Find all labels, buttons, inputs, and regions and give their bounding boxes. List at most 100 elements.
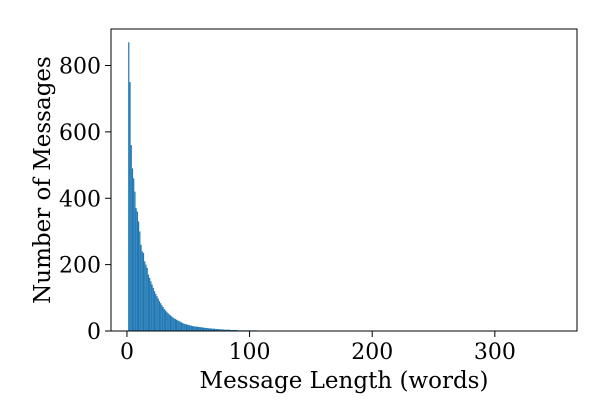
histogram-bar	[212, 328, 215, 331]
histogram-bar	[223, 329, 226, 331]
histogram-bar	[202, 327, 205, 331]
histogram-bar	[144, 261, 146, 331]
histogram-bar	[182, 323, 184, 331]
histogram-bar	[190, 325, 192, 331]
histogram-bar	[145, 264, 147, 331]
histogram-bar	[140, 244, 142, 331]
histogram-bar	[160, 303, 162, 331]
x-tick-label: 0	[120, 340, 134, 365]
histogram-bar	[147, 274, 150, 331]
histogram-bar	[211, 328, 213, 331]
y-tick-label: 800	[59, 55, 101, 80]
histogram-bar	[217, 329, 219, 331]
histogram-bar	[141, 251, 143, 331]
y-axis-label: Number of Messages	[30, 56, 56, 304]
histogram-bar	[162, 307, 164, 331]
histogram-bar	[218, 329, 221, 331]
histogram-bar	[184, 324, 186, 331]
histogram-bar	[177, 320, 179, 331]
histogram-bar	[205, 328, 207, 331]
y-axis-ticks: 0 200 400 600 800	[59, 55, 111, 345]
histogram-bar	[189, 325, 191, 331]
histogram-bar	[139, 231, 141, 331]
histogram-bar	[156, 296, 158, 331]
histogram-bar	[146, 267, 148, 331]
histogram-bar	[215, 329, 217, 331]
histogram-bar	[207, 328, 210, 331]
plot-frame	[110, 28, 578, 332]
histogram-bar	[166, 311, 168, 331]
histogram-bar	[153, 291, 156, 331]
histogram-bar	[142, 253, 145, 331]
histogram-bar	[194, 326, 196, 331]
histogram-bar	[164, 310, 167, 331]
histogram-bar	[175, 319, 178, 331]
histogram-bar	[169, 315, 172, 331]
histogram-bar	[171, 316, 173, 331]
histogram-bar	[206, 328, 208, 331]
histogram-bar	[150, 281, 152, 331]
y-tick-label: 600	[59, 121, 101, 146]
histogram-bar	[158, 301, 161, 331]
histogram-bars	[128, 42, 276, 332]
x-axis-label: Message Length (words)	[200, 368, 489, 394]
x-tick-label: 100	[229, 340, 271, 365]
histogram-bar	[135, 208, 137, 331]
histogram-bar	[228, 329, 230, 331]
x-tick-label: 200	[351, 340, 393, 365]
histogram-bar	[195, 326, 197, 331]
histogram-bar	[134, 191, 136, 331]
y-tick-label: 200	[59, 254, 101, 279]
y-tick-label: 0	[87, 320, 101, 345]
histogram-bar	[191, 326, 194, 331]
histogram-bar	[204, 327, 206, 331]
histogram-bar	[210, 328, 212, 331]
histogram-bar	[216, 329, 218, 331]
histogram-bar	[131, 168, 134, 331]
histogram-bar	[130, 145, 132, 331]
histogram-bar	[157, 298, 159, 331]
histogram-bar	[161, 305, 163, 331]
histogram-bar	[151, 284, 153, 331]
histogram-bar	[226, 329, 228, 331]
histogram-bar	[183, 323, 185, 331]
histogram-bar	[178, 321, 180, 331]
histogram-bar	[185, 324, 188, 331]
histogram-bar	[129, 82, 131, 331]
y-tick-label: 400	[59, 187, 101, 212]
histogram-bar	[155, 293, 157, 331]
histogram-bar	[222, 329, 224, 331]
histogram-bar	[201, 327, 203, 331]
histogram-bar	[173, 318, 175, 331]
histogram-bar	[200, 327, 202, 331]
histogram-bar	[172, 317, 174, 331]
histogram-bar	[187, 324, 189, 331]
histogram-bar	[188, 325, 190, 331]
histogram-bar	[193, 326, 195, 331]
histogram-bar	[167, 313, 169, 331]
histogram-bar	[199, 327, 201, 331]
histogram-bar	[227, 329, 229, 331]
histogram-bar	[133, 178, 135, 331]
histogram-bar	[168, 314, 170, 331]
histogram-bar	[174, 319, 176, 331]
histogram-bar	[196, 326, 199, 331]
histogram-bar	[137, 221, 140, 331]
histogram-bar	[128, 42, 130, 332]
histogram-bar	[152, 287, 154, 331]
histogram-bar	[163, 309, 165, 331]
histogram-bar	[179, 321, 181, 331]
x-axis-ticks: 0 100 200 300	[120, 331, 516, 365]
histogram-bar	[214, 328, 216, 331]
histogram-bar	[220, 329, 222, 331]
histogram-bar	[225, 329, 227, 331]
x-tick-label: 300	[474, 340, 516, 365]
histogram-bar	[136, 211, 138, 331]
histogram-bar	[198, 327, 200, 331]
histogram-bar	[149, 277, 151, 331]
histogram-bar	[209, 328, 211, 331]
histogram-bar	[180, 322, 183, 331]
histogram-bar	[221, 329, 223, 331]
